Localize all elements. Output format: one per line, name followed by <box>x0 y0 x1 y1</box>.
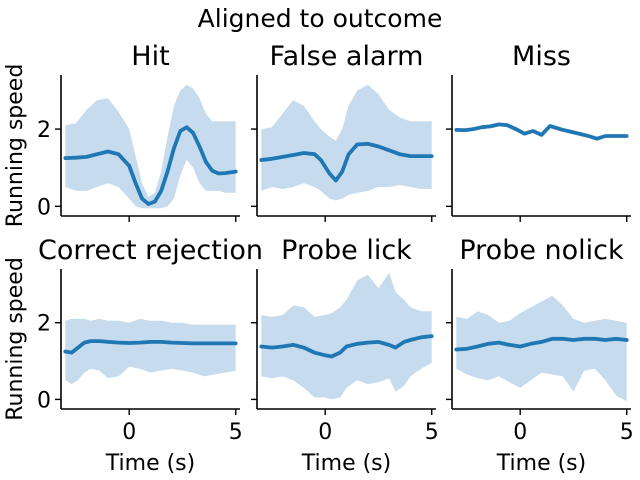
panel-miss: Miss <box>446 41 631 222</box>
x-tick-label: 5 <box>620 420 634 445</box>
figure-suptitle: Aligned to outcome <box>198 4 443 33</box>
panel-correct-rejection: 0 2 0 5 Correct rejection Running speed Time (… <box>3 235 263 476</box>
panel-title: Miss <box>512 41 571 72</box>
x-tick-label: 0 <box>513 420 527 445</box>
mean-line <box>454 336 629 352</box>
confidence-band <box>456 295 627 402</box>
y-tick-label: 2 <box>37 312 51 337</box>
y-tick-label: 0 <box>37 388 51 413</box>
x-tick-label: 5 <box>229 420 243 445</box>
panel-title: Probe lick <box>281 235 412 266</box>
confidence-band <box>65 318 236 385</box>
x-axis-label: Time (s) <box>496 451 586 476</box>
panel-title: False alarm <box>270 41 424 72</box>
panel-title: Hit <box>131 41 169 72</box>
mean-line <box>63 339 238 355</box>
x-axis-label: Time (s) <box>105 451 195 476</box>
y-axis-label: Running speed <box>3 64 28 228</box>
x-tick-label: 0 <box>318 420 332 445</box>
panel-false-alarm: False alarm <box>251 41 436 222</box>
mean-line <box>259 334 434 359</box>
panel-hit: 0 2 Hit Running speed <box>3 41 240 227</box>
panel-title: Probe nolick <box>459 235 624 266</box>
y-axis-label: Running speed <box>3 257 28 421</box>
x-axis-label: Time (s) <box>301 451 391 476</box>
panel-probe-nolick: 0 5 Probe nolick Time (s) <box>446 235 634 476</box>
mean-line <box>259 141 434 183</box>
confidence-band <box>65 84 236 209</box>
x-tick-label: 0 <box>122 420 136 445</box>
confidence-band <box>261 84 432 201</box>
confidence-band <box>261 272 432 400</box>
x-tick-label: 5 <box>425 420 439 445</box>
mean-line <box>454 122 629 141</box>
y-tick-label: 2 <box>37 118 51 143</box>
panel-probe-lick: 0 5 Probe lick Time (s) <box>251 235 439 476</box>
y-tick-label: 0 <box>37 195 51 220</box>
mean-line <box>63 125 238 206</box>
panel-title: Correct rejection <box>38 235 263 266</box>
